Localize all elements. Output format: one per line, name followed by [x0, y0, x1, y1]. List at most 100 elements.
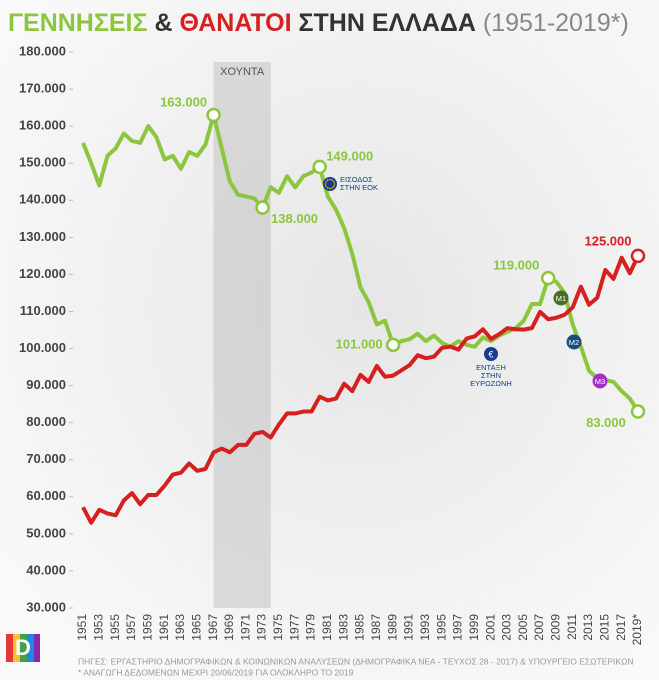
eu-star — [331, 179, 334, 181]
x-tick-label: 1977 — [287, 614, 301, 641]
y-tick-label: 120.000 — [19, 266, 66, 281]
x-tick-label: 1955 — [108, 614, 122, 641]
y-tick-label: 140.000 — [19, 192, 66, 207]
title-part: ΘΑΝΑΤΟΙ — [179, 9, 291, 37]
eu-star — [325, 185, 327, 188]
x-tick-label: 2019* — [630, 614, 644, 646]
y-tick-label: 30.000 — [26, 599, 66, 614]
y-tick-label: 80.000 — [26, 414, 66, 429]
x-tick-label: 1973 — [255, 614, 269, 641]
title-part: ΣΤΗΝ ΕΛΛΑΔΑ — [299, 9, 476, 37]
logo: D — [6, 634, 40, 662]
point-marker — [630, 404, 646, 419]
annotation-line: ΣΤΗΝ ΕΟΚ — [340, 183, 378, 192]
eu-star — [333, 185, 335, 188]
point-marker — [385, 337, 401, 353]
title-part: & — [154, 9, 172, 37]
y-tick-label: 160.000 — [19, 118, 66, 133]
eu-star — [325, 180, 327, 183]
x-tick-label: 1975 — [271, 614, 285, 641]
x-tick-label: 1971 — [238, 614, 252, 641]
x-tick-label: 1999 — [467, 614, 481, 641]
y-tick-label: 170.000 — [19, 81, 66, 96]
x-tick-label: 1961 — [157, 614, 171, 641]
chart-title: ΓΕΝΝΗΣΕΙΣ & ΘΑΝΑΤΟΙ ΣΤΗΝ ΕΛΛΑΔΑ (1951-20… — [8, 9, 629, 37]
memorandum-badge — [592, 373, 608, 389]
annotation-line: ΕΝΤΑΞΗ — [476, 363, 506, 372]
y-tick-label: 40.000 — [26, 562, 66, 577]
x-tick-label: 2001 — [483, 614, 497, 641]
memorandum-badge — [553, 290, 569, 306]
x-tick-label: 1989 — [385, 614, 399, 641]
data-label: 163.000 — [160, 94, 207, 109]
memorandum-badge — [566, 334, 582, 350]
eu-star — [324, 183, 327, 185]
point-marker — [255, 200, 270, 215]
band-label: ΧΟΥΝΤΑ — [220, 66, 265, 78]
data-label: 138.000 — [271, 211, 318, 226]
eu-star — [333, 183, 336, 185]
data-label: 83.000 — [586, 415, 626, 430]
x-tick-label: 1959 — [140, 614, 154, 641]
x-tick-label: 1967 — [206, 614, 220, 641]
y-tick-label: 100.000 — [19, 340, 66, 355]
x-tick-label: 1987 — [369, 614, 383, 641]
y-tick-label: 90.000 — [26, 377, 66, 392]
euro-icon — [484, 347, 498, 361]
x-tick-label: 1991 — [402, 614, 416, 641]
x-tick-label: 1983 — [336, 614, 350, 641]
x-tick-label: 1993 — [418, 614, 432, 641]
data-label: 119.000 — [493, 258, 539, 273]
title-part: (1951-2019*) — [483, 9, 629, 37]
eu-star — [329, 178, 331, 181]
eu-star — [326, 179, 329, 181]
eu-star — [331, 187, 334, 189]
point-marker — [630, 248, 646, 264]
x-tick-label: 1957 — [124, 614, 138, 641]
eu-star — [326, 187, 329, 189]
x-tick-label: 1953 — [91, 614, 105, 641]
x-tick-label: 2005 — [516, 614, 530, 641]
x-tick-label: 2015 — [598, 614, 612, 641]
badge-label: Μ1 — [556, 294, 566, 303]
y-tick-label: 150.000 — [19, 155, 66, 170]
eu-icon — [323, 177, 337, 191]
x-tick-label: 1997 — [451, 614, 465, 641]
annotation-line: ΕΙΣΟΔΟΣ — [340, 175, 373, 184]
euro-sign: € — [488, 349, 493, 359]
x-tick-label: 2007 — [532, 614, 546, 641]
badge-label: Μ3 — [595, 377, 605, 386]
x-tick-label: 1963 — [173, 614, 187, 641]
x-tick-label: 1995 — [434, 614, 448, 641]
eu-star — [329, 187, 331, 190]
x-tick-label: 2017 — [614, 614, 628, 641]
x-tick-label: 1979 — [304, 614, 318, 641]
y-tick-label: 180.000 — [19, 43, 66, 58]
series-line — [81, 113, 640, 413]
data-label: 101.000 — [336, 336, 383, 351]
x-tick-label: 1981 — [320, 614, 334, 641]
y-tick-label: 70.000 — [26, 451, 66, 466]
x-tick-label: 1965 — [189, 614, 203, 641]
annotation-line: ΣΤΗΝ — [481, 371, 501, 380]
title-part: ΓΕΝΝΗΣΕΙΣ — [8, 9, 148, 37]
y-tick-label: 130.000 — [19, 229, 66, 244]
data-label: 149.000 — [326, 148, 373, 163]
y-tick-label: 50.000 — [26, 525, 66, 540]
x-tick-label: 1951 — [75, 614, 89, 641]
annotation: ΕΙΣΟΔΟΣ ΣΤΗΝ ΕΟΚ — [340, 175, 378, 192]
x-tick-label: 2011 — [565, 614, 579, 640]
point-marker — [312, 159, 327, 175]
annotation: ΕΝΤΑΞΗ ΣΤΗΝ ΕΥΡΩΖΩΝΗ — [470, 363, 512, 388]
point-marker — [540, 270, 556, 286]
data-label: 125.000 — [585, 233, 632, 248]
x-tick-label: 1985 — [353, 614, 367, 641]
x-tick-label: 2009 — [549, 614, 563, 641]
x-tick-label: 1969 — [222, 614, 236, 641]
y-tick-label: 60.000 — [26, 488, 66, 503]
footnote: * ΑΝΑΓΩΓΗ ΔΕΔΟΜΕΝΩΝ ΜΕΧΡΙ 20/06/2019 ΓΙΑ… — [78, 667, 354, 677]
annotation-line: ΕΥΡΩΖΩΝΗ — [470, 379, 512, 388]
badge-label: Μ2 — [569, 338, 579, 347]
